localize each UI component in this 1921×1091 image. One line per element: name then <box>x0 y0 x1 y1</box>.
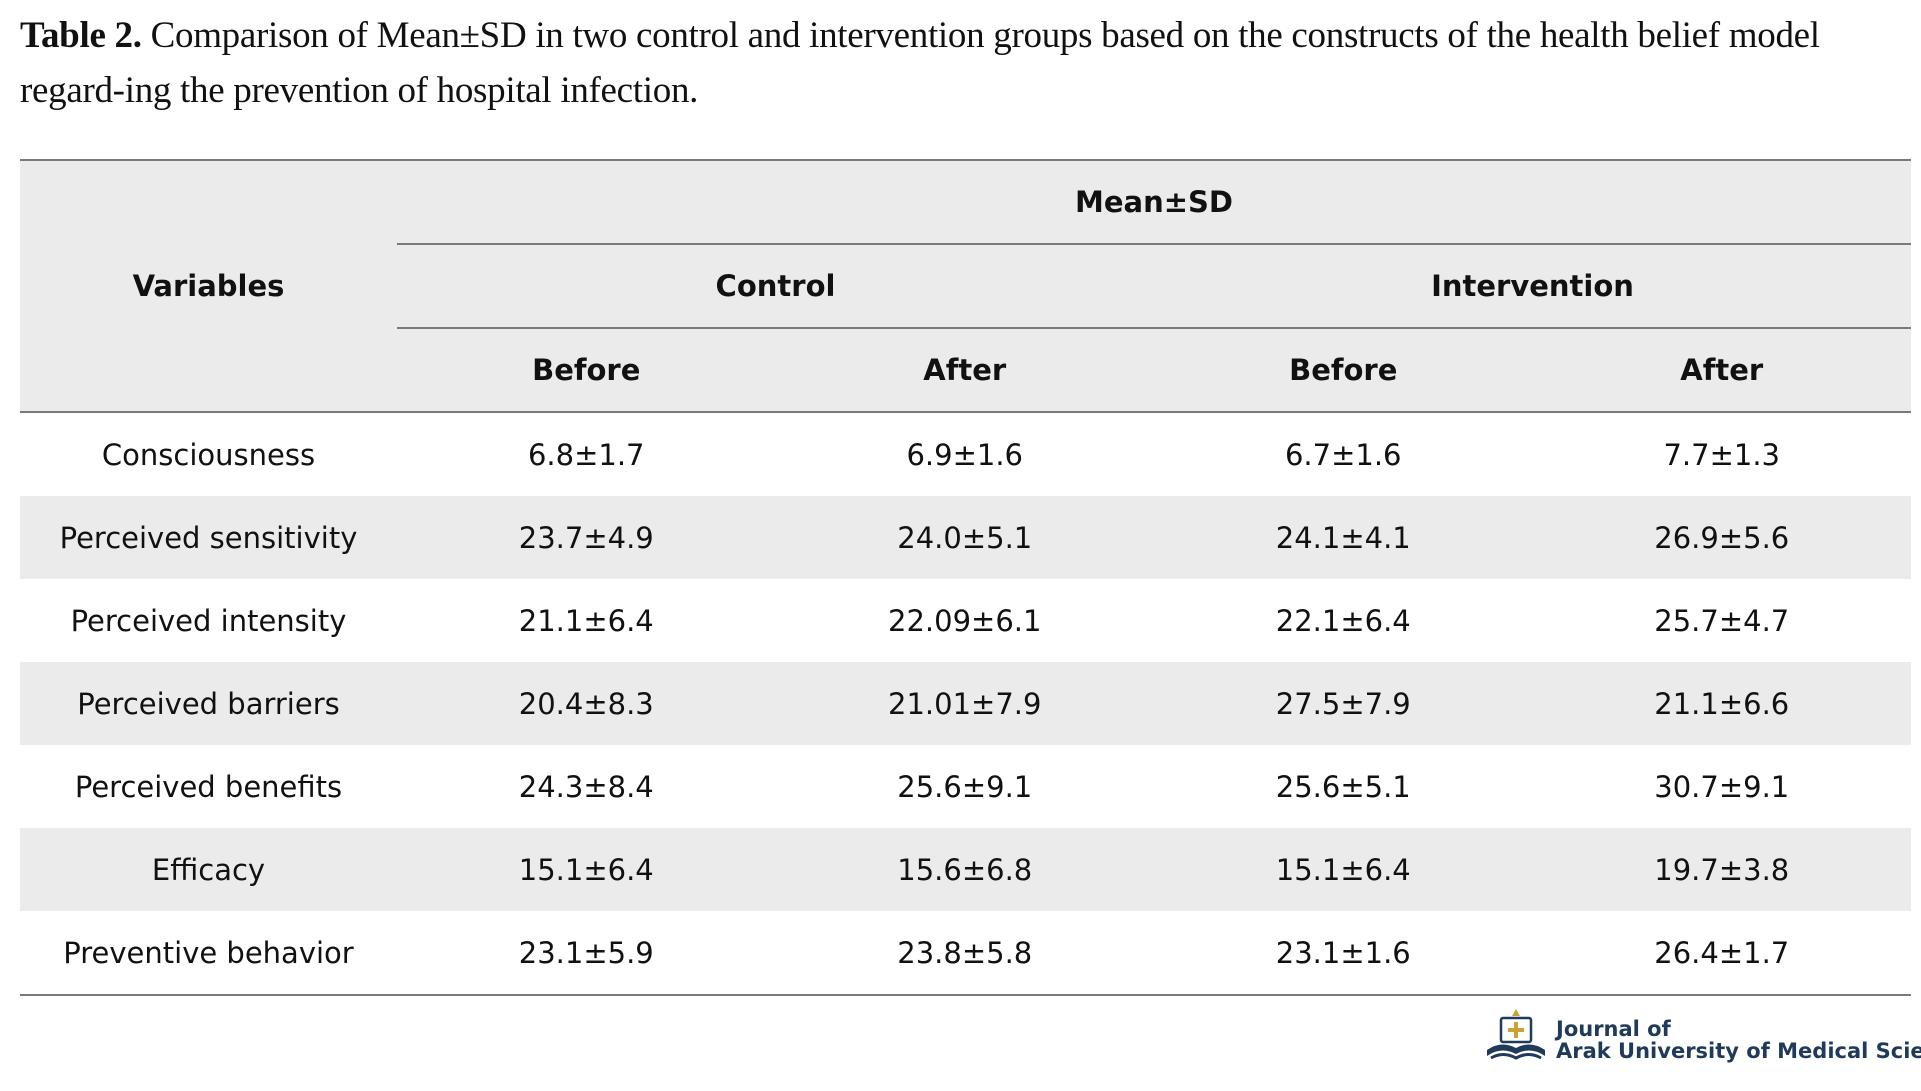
intervention-before-header: Before <box>1154 328 1533 413</box>
table-label: Table 2. <box>20 15 142 56</box>
variable-cell: Perceived intensity <box>70 603 347 638</box>
intervention-after-header: After <box>1532 328 1911 413</box>
variable-cell: Perceived benefits <box>74 769 343 804</box>
value-cell: 24.1±4.1 <box>1154 496 1533 579</box>
table-caption: Table 2. Comparison of Mean±SD in two co… <box>20 8 1911 118</box>
value-cell: 23.1±1.6 <box>1154 911 1533 996</box>
value-cell: 26.4±1.7 <box>1532 911 1911 996</box>
value-cell: 23.8±5.8 <box>775 911 1154 996</box>
value-cell: 21.01±7.9 <box>775 662 1154 745</box>
table-body: Consciousness 6.8±1.7 6.9±1.6 6.7±1.6 7.… <box>20 412 1911 996</box>
value-cell: 22.1±6.4 <box>1275 603 1411 638</box>
value-cell: 6.7±1.6 <box>1284 437 1402 472</box>
control-before-header: Before <box>397 328 776 413</box>
value-cell: 26.9±5.6 <box>1532 496 1911 579</box>
table-row: Perceived benefits 24.3±8.4 25.6±9.1 25.… <box>20 745 1911 828</box>
value-cell: 27.5±7.9 <box>1154 662 1533 745</box>
value-cell: 25.6±5.1 <box>1275 769 1411 804</box>
journal-name-line2: Arak University of Medical Sciences <box>1556 1039 1921 1063</box>
table-row: Preventive behavior 23.1±5.9 23.8±5.8 23… <box>20 911 1911 996</box>
mean-sd-header: Mean±SD <box>397 159 1911 245</box>
value-cell: 6.9±1.6 <box>906 437 1024 472</box>
value-cell: 25.7±4.7 <box>1654 603 1790 638</box>
value-cell: 24.3±8.4 <box>518 769 654 804</box>
value-cell: 15.6±6.8 <box>775 828 1154 911</box>
results-table: Variables Mean±SD Control Intervention B… <box>20 159 1911 996</box>
variable-cell: Perceived sensitivity <box>20 496 397 579</box>
variables-header: Variables <box>20 159 397 413</box>
journal-logo: Journal of Arak University of Medical Sc… <box>1481 1006 1921 1068</box>
control-group-header: Control <box>397 244 1154 329</box>
value-cell: 30.7±9.1 <box>1654 769 1790 804</box>
value-cell: 20.4±8.3 <box>397 662 776 745</box>
value-cell: 15.1±6.4 <box>1154 828 1533 911</box>
journal-emblem-icon <box>1487 1009 1545 1060</box>
table-row: Efficacy 15.1±6.4 15.6±6.8 15.1±6.4 19.7… <box>20 828 1911 911</box>
variable-cell: Efficacy <box>20 828 397 911</box>
value-cell: 19.7±3.8 <box>1532 828 1911 911</box>
journal-name: Journal of Arak University of Medical Sc… <box>1556 1018 1921 1062</box>
table-row: Perceived intensity 21.1±6.4 22.09±6.1 2… <box>20 579 1911 662</box>
value-cell: 6.8±1.7 <box>527 437 645 472</box>
value-cell: 21.1±6.6 <box>1532 662 1911 745</box>
journal-name-line1: Journal of <box>1556 1017 1671 1041</box>
value-cell: 7.7±1.3 <box>1663 437 1781 472</box>
value-cell: 23.7±4.9 <box>397 496 776 579</box>
table-caption-text: Comparison of Mean±SD in two control and… <box>20 15 1820 111</box>
value-cell: 21.1±6.4 <box>518 603 654 638</box>
value-cell: 24.0±5.1 <box>775 496 1154 579</box>
table-row: Perceived sensitivity 23.7±4.9 24.0±5.1 … <box>20 496 1911 579</box>
table-row: Consciousness 6.8±1.7 6.9±1.6 6.7±1.6 7.… <box>20 412 1911 496</box>
value-cell: 22.09±6.1 <box>888 603 1042 638</box>
intervention-group-header: Intervention <box>1154 244 1911 329</box>
value-cell: 15.1±6.4 <box>397 828 776 911</box>
table-row: Perceived barriers 20.4±8.3 21.01±7.9 27… <box>20 662 1911 745</box>
variable-cell: Perceived barriers <box>20 662 397 745</box>
variable-cell: Preventive behavior <box>20 911 397 996</box>
value-cell: 23.1±5.9 <box>397 911 776 996</box>
value-cell: 25.6±9.1 <box>897 769 1033 804</box>
control-after-header: After <box>775 328 1154 413</box>
table-header: Variables Mean±SD Control Intervention B… <box>20 159 1911 413</box>
variable-cell: Consciousness <box>101 437 316 472</box>
